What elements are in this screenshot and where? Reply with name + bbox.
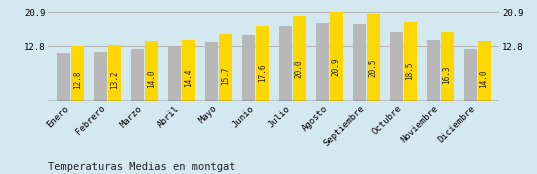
Text: 13.2: 13.2 — [110, 70, 119, 89]
Bar — [404, 22, 417, 101]
Bar — [182, 40, 195, 101]
Text: 17.6: 17.6 — [258, 63, 267, 82]
Text: 12.8: 12.8 — [73, 71, 82, 89]
Bar — [441, 32, 454, 101]
Text: 18.5: 18.5 — [405, 62, 415, 80]
Bar — [71, 46, 84, 101]
Bar — [219, 34, 232, 101]
Bar — [353, 24, 366, 101]
Text: 16.3: 16.3 — [442, 65, 452, 84]
Text: 15.7: 15.7 — [221, 66, 230, 85]
Bar — [464, 49, 477, 101]
Text: 14.0: 14.0 — [147, 69, 156, 88]
Text: 14.0: 14.0 — [480, 69, 489, 88]
Text: Temperaturas Medias en montgat: Temperaturas Medias en montgat — [48, 162, 236, 172]
Bar — [256, 26, 268, 101]
Bar — [108, 45, 121, 101]
Bar — [293, 16, 306, 101]
Bar — [168, 47, 181, 101]
Bar — [316, 23, 329, 101]
Bar — [57, 53, 70, 101]
Bar — [205, 42, 218, 101]
Bar — [279, 26, 292, 101]
Bar — [145, 41, 158, 101]
Bar — [390, 32, 403, 101]
Bar — [131, 49, 144, 101]
Text: 14.4: 14.4 — [184, 68, 193, 87]
Text: 20.0: 20.0 — [295, 59, 304, 78]
Text: 20.5: 20.5 — [368, 58, 378, 77]
Bar — [242, 35, 255, 101]
Bar — [330, 12, 343, 101]
Text: 20.9: 20.9 — [332, 58, 340, 76]
Bar — [367, 14, 380, 101]
Bar — [427, 40, 440, 101]
Bar — [477, 41, 490, 101]
Bar — [94, 52, 107, 101]
